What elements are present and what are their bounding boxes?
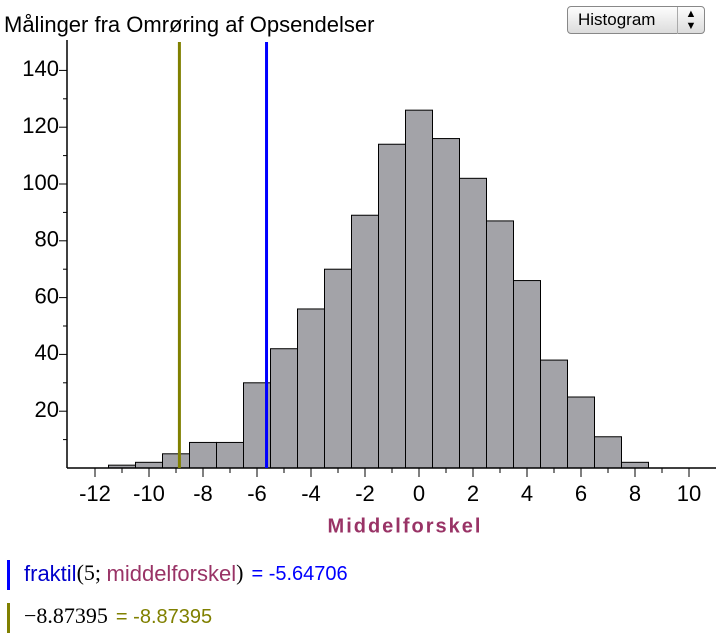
bar bbox=[540, 359, 568, 469]
bar bbox=[270, 348, 298, 469]
x-tick-label: -6 bbox=[247, 481, 267, 506]
bar bbox=[486, 220, 514, 469]
legend-value: = -8.87395 bbox=[116, 606, 212, 628]
x-tick-label: 0 bbox=[413, 481, 425, 506]
bar bbox=[297, 308, 325, 469]
chart-title: Målinger fra Omrøring af Opsendelser bbox=[4, 12, 374, 37]
x-tick-label: 2 bbox=[467, 481, 479, 506]
formula-part: ) bbox=[236, 560, 243, 585]
formula-part: middelforskel bbox=[107, 561, 237, 586]
legend-formula: −8.87395 = -8.87395 bbox=[24, 603, 212, 628]
y-tick-label: 100 bbox=[22, 170, 59, 195]
legend-formula: fraktil(5; middelforskel) = -5.64706 bbox=[24, 560, 348, 586]
plot-type-dropdown[interactable]: Histogram ▲ ▼ bbox=[567, 6, 705, 34]
x-tick-label: 10 bbox=[677, 481, 701, 506]
bar bbox=[378, 143, 406, 469]
x-tick-label: -10 bbox=[133, 481, 165, 506]
y-tick-label: 80 bbox=[35, 227, 59, 252]
bar bbox=[405, 109, 433, 469]
formula-part: fraktil bbox=[24, 561, 77, 586]
bar bbox=[189, 441, 217, 469]
x-tick-label: 4 bbox=[521, 481, 533, 506]
bar bbox=[567, 396, 595, 469]
x-tick-label: -4 bbox=[301, 481, 321, 506]
x-tick-label: -12 bbox=[79, 481, 111, 506]
dropdown-label: Histogram bbox=[578, 10, 656, 29]
legend-value: = -5.64706 bbox=[251, 563, 347, 585]
x-tick-label: 6 bbox=[575, 481, 587, 506]
x-tick-label: -8 bbox=[193, 481, 213, 506]
formula-part: −8.87395 bbox=[24, 603, 108, 628]
bar bbox=[351, 214, 379, 469]
bar bbox=[432, 138, 460, 469]
y-tick-label: 60 bbox=[35, 283, 59, 308]
y-tick-label: 120 bbox=[22, 113, 59, 138]
legend-swatch bbox=[7, 560, 10, 590]
y-tick-label: 140 bbox=[22, 56, 59, 81]
x-tick-label: -2 bbox=[355, 481, 375, 506]
legend-swatch bbox=[7, 603, 10, 633]
bar bbox=[513, 280, 541, 469]
bar bbox=[324, 268, 352, 469]
bar bbox=[162, 453, 190, 469]
bar bbox=[594, 436, 622, 469]
y-tick-label: 20 bbox=[35, 397, 59, 422]
x-axis-label: Middelforskel bbox=[328, 515, 483, 537]
y-tick-label: 40 bbox=[35, 340, 59, 365]
x-tick-label: 8 bbox=[629, 481, 641, 506]
dropdown-arrows: ▲ ▼ bbox=[677, 7, 704, 34]
bar bbox=[621, 461, 649, 469]
bar bbox=[216, 441, 244, 469]
bar bbox=[459, 177, 487, 469]
bar bbox=[135, 461, 163, 469]
formula-part: (5; bbox=[77, 560, 107, 585]
